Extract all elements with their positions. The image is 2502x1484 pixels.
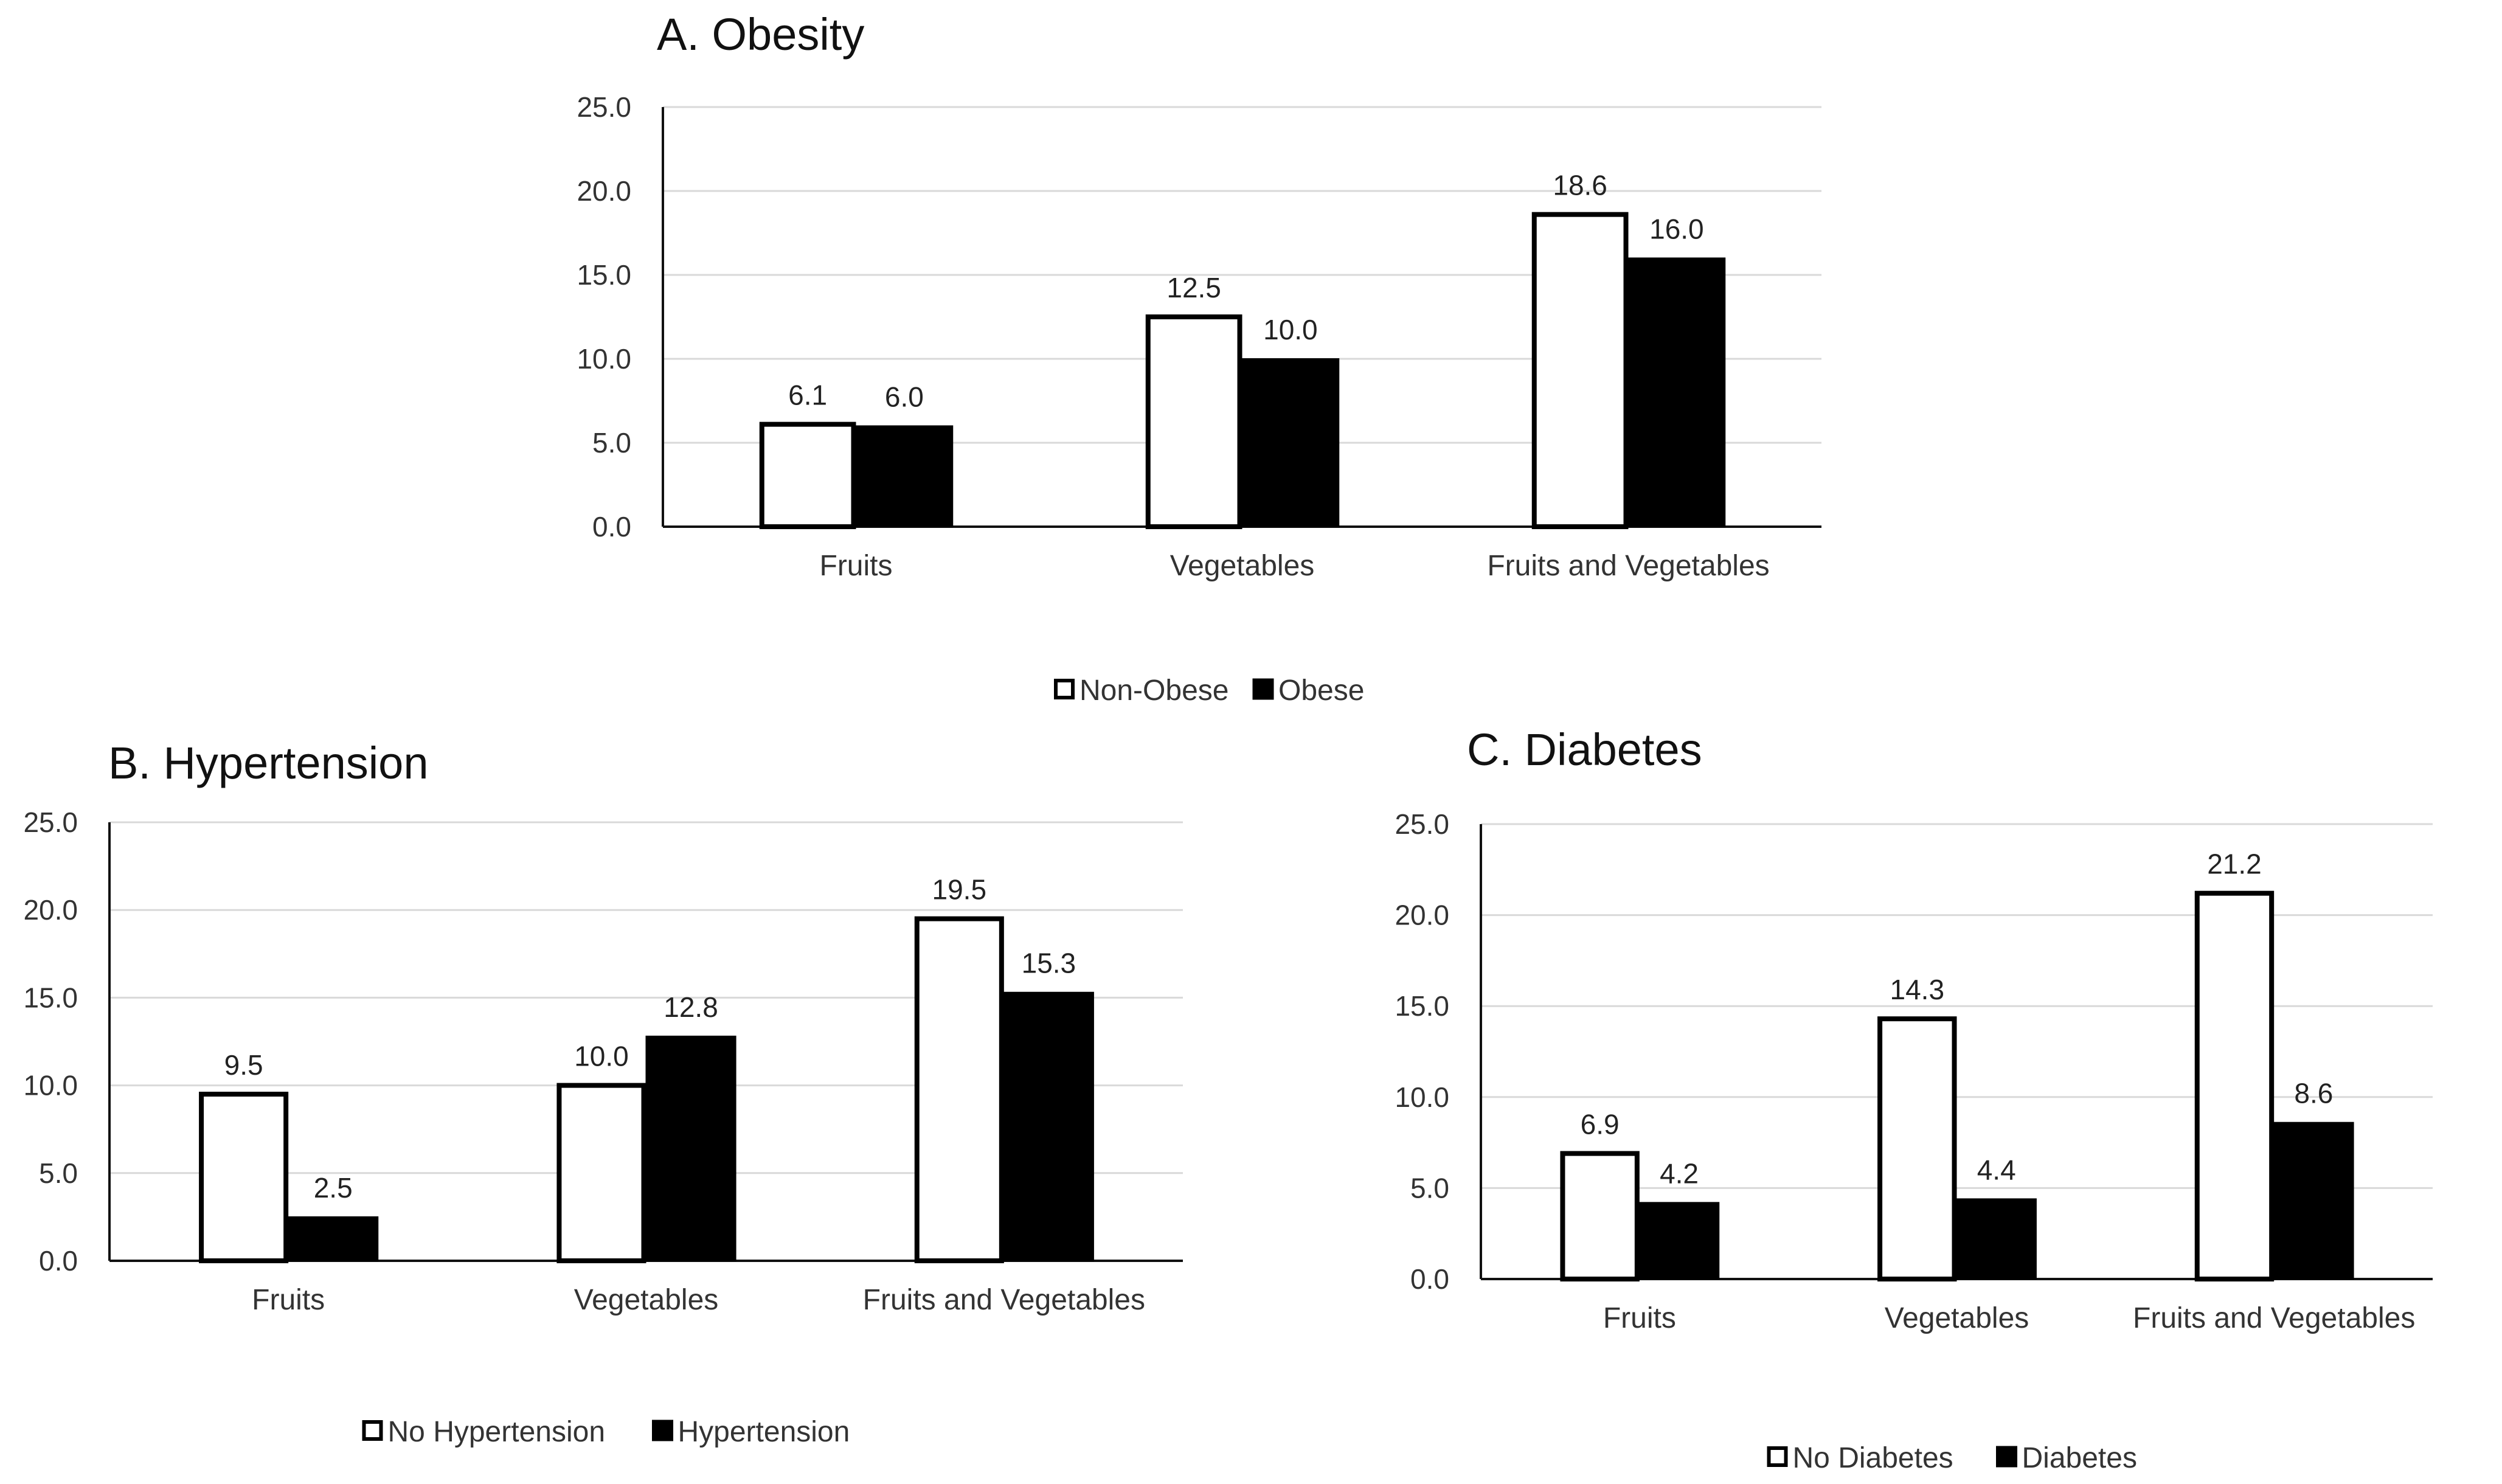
legend-swatch <box>1054 679 1075 699</box>
legend: No Diabetes Diabetes <box>1767 1442 2137 1474</box>
legend-label: Hypertension <box>678 1416 850 1448</box>
y-tick-label: 0.0 <box>39 1245 78 1277</box>
data-label: 14.3 <box>1890 974 1945 1005</box>
chart-title: C. Diabetes <box>1467 724 1702 775</box>
y-tick-label: 15.0 <box>1395 990 1449 1022</box>
y-tick-label: 5.0 <box>592 427 631 459</box>
legend-label: No Diabetes <box>1793 1442 1953 1474</box>
data-label: 21.2 <box>2207 848 2262 880</box>
y-tick-label: 5.0 <box>1410 1172 1449 1204</box>
bar-diabetes <box>2273 1122 2354 1280</box>
bar-hypertension <box>645 1035 736 1262</box>
bar-diabetes <box>1638 1202 1720 1280</box>
bar-no-hypertension <box>914 916 1004 1263</box>
data-label: 9.5 <box>224 1049 263 1081</box>
bar-no-diabetes <box>1560 1151 1640 1281</box>
x-category-label: Fruits <box>252 1284 325 1316</box>
legend-swatch <box>652 1420 673 1441</box>
legend-swatch <box>1252 678 1274 700</box>
legend-swatch <box>1996 1446 2017 1468</box>
y-tick-label: 25.0 <box>23 806 78 838</box>
data-label: 10.0 <box>1263 314 1318 345</box>
legend-swatch <box>1767 1446 1788 1467</box>
data-label: 12.8 <box>664 991 718 1023</box>
y-tick-label: 20.0 <box>577 175 631 207</box>
y-tick-label: 15.0 <box>577 259 631 291</box>
data-label: 6.0 <box>885 381 924 412</box>
bar-non-obese <box>1145 314 1242 529</box>
legend-label: Non-Obese <box>1079 674 1228 707</box>
bar-hypertension <box>1003 991 1094 1262</box>
y-tick-label: 0.0 <box>1410 1263 1449 1295</box>
x-category-label: Vegetables <box>574 1284 719 1316</box>
chart-obesity: A. Obesity 0.0 5.0 10.0 15.0 20.0 25.0 Fruits 6.… <box>577 9 1821 707</box>
data-label: 10.0 <box>574 1041 629 1072</box>
data-label: 4.2 <box>1660 1157 1699 1189</box>
data-label: 8.6 <box>2294 1078 2333 1109</box>
legend: No Hypertension Hypertension <box>362 1416 850 1448</box>
y-tick-label: 15.0 <box>23 982 78 1013</box>
bar-obese <box>1627 257 1726 527</box>
y-tick-label: 10.0 <box>23 1070 78 1101</box>
data-label: 16.0 <box>1649 213 1704 244</box>
x-category-label: Vegetables <box>1170 550 1315 582</box>
x-category-label: Fruits and Vegetables <box>1487 550 1769 582</box>
y-tick-label: 0.0 <box>592 511 631 543</box>
x-category-label: Fruits <box>1603 1302 1676 1334</box>
y-tick-label: 10.0 <box>577 343 631 375</box>
legend-swatch <box>362 1420 383 1441</box>
y-tick-label: 20.0 <box>23 894 78 926</box>
bar-non-obese <box>1531 212 1629 529</box>
x-category-label: Fruits <box>820 550 893 582</box>
y-tick-label: 25.0 <box>1395 808 1449 840</box>
legend-label: No Hypertension <box>388 1416 606 1448</box>
y-tick-label: 20.0 <box>1395 900 1449 931</box>
chart-diabetes: C. Diabetes 0.0 5.0 10.0 15.0 20.0 25.0 Fruits 6… <box>1395 724 2433 1474</box>
data-label: 18.6 <box>1553 170 1607 201</box>
data-label: 15.3 <box>1022 948 1076 979</box>
bar-no-hypertension <box>199 1092 289 1264</box>
data-label: 4.4 <box>1977 1154 2016 1185</box>
legend-label: Diabetes <box>2022 1442 2137 1474</box>
chart-title: B. Hypertension <box>108 738 429 788</box>
data-label: 19.5 <box>932 874 987 906</box>
data-label: 2.5 <box>314 1172 353 1204</box>
y-tick-label: 25.0 <box>577 91 631 123</box>
x-category-label: Vegetables <box>1885 1302 2029 1334</box>
bar-obese <box>1241 358 1340 527</box>
bar-no-diabetes <box>2194 890 2275 1282</box>
bar-obese <box>855 425 954 528</box>
x-category-label: Fruits and Vegetables <box>863 1284 1145 1316</box>
data-label: 6.1 <box>788 380 827 411</box>
bar-non-obese <box>759 421 856 530</box>
y-tick-label: 10.0 <box>1395 1081 1449 1113</box>
data-label: 12.5 <box>1166 272 1221 303</box>
bar-hypertension <box>288 1216 379 1262</box>
legend: Non-Obese Obese <box>1054 674 1364 707</box>
x-category-label: Fruits and Vegetables <box>2133 1302 2415 1334</box>
chart-title: A. Obesity <box>657 9 864 60</box>
y-tick-label: 5.0 <box>39 1157 78 1189</box>
bar-no-hypertension <box>556 1083 646 1263</box>
bar-no-diabetes <box>1877 1016 1957 1282</box>
legend-label: Obese <box>1278 674 1364 707</box>
data-label: 6.9 <box>1581 1109 1620 1140</box>
chart-hypertension: B. Hypertension 0.0 5.0 10.0 15.0 20.0 25.0 Fru… <box>23 738 1183 1448</box>
bar-diabetes <box>1956 1198 2037 1280</box>
